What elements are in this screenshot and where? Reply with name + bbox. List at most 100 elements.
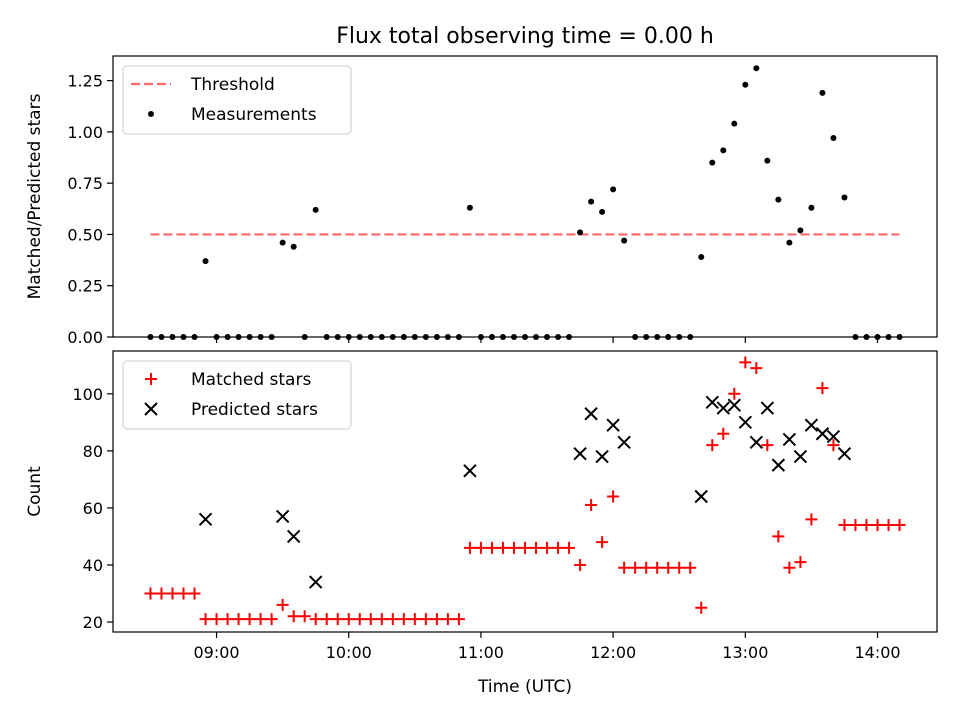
data-point (860, 519, 873, 532)
data-point (485, 541, 498, 554)
data-point (760, 401, 775, 415)
data-point (577, 229, 584, 236)
data-point (739, 356, 752, 369)
y-tick-label: 60 (83, 499, 103, 518)
data-point (826, 429, 841, 444)
data-point (463, 464, 477, 478)
data-point (552, 541, 565, 554)
data-point (793, 449, 808, 464)
data-point (882, 519, 895, 532)
data-point (618, 561, 631, 574)
data-point (320, 613, 333, 626)
legend: Matched stars Predicted stars (122, 360, 352, 430)
data-point (232, 613, 245, 626)
data-point (585, 499, 598, 512)
data-point (786, 239, 793, 246)
legend-marker (145, 373, 157, 385)
legend-label: Measurements (191, 105, 317, 125)
data-point (574, 558, 587, 571)
data-point (275, 509, 290, 524)
data-point (629, 561, 642, 574)
data-point (783, 561, 796, 574)
y-axis-label: Matched/Predicted stars (25, 93, 45, 299)
data-point (286, 529, 301, 544)
data-point (430, 613, 443, 626)
legend: Threshold Measurements (122, 65, 352, 135)
data-point (797, 227, 804, 234)
y-tick-label: 80 (83, 442, 103, 461)
data-point (595, 449, 609, 464)
data-point (782, 432, 797, 447)
data-point (342, 613, 355, 626)
data-point (353, 613, 366, 626)
data-point (610, 186, 617, 193)
y-tick-label: 100 (72, 385, 103, 404)
data-point (397, 613, 410, 626)
data-point (588, 198, 595, 205)
data-point (827, 439, 840, 452)
data-point (364, 613, 377, 626)
data-point (563, 541, 576, 554)
data-point (815, 427, 830, 441)
legend-label: Threshold (190, 75, 275, 95)
data-point (727, 398, 742, 412)
data-point (496, 541, 509, 554)
data-point (720, 147, 727, 154)
y-tick-label: 40 (83, 556, 103, 575)
y-axis-label: Count (25, 466, 45, 517)
data-point (573, 446, 587, 461)
data-point (441, 613, 454, 626)
data-point (375, 613, 388, 626)
data-point (530, 541, 543, 554)
data-point (144, 587, 157, 600)
data-point (764, 157, 771, 164)
x-axis-label: Time (UTC) (477, 677, 572, 697)
data-point (750, 362, 763, 375)
data-point (830, 135, 837, 142)
data-point (312, 206, 319, 213)
plot-frame (112, 350, 938, 633)
data-point (871, 519, 884, 532)
data-point (838, 519, 851, 532)
data-point (287, 610, 300, 623)
data-point (265, 613, 278, 626)
data-point (419, 613, 432, 626)
data-point (841, 194, 848, 201)
data-point (617, 435, 631, 449)
data-point (694, 489, 708, 504)
legend-box (122, 65, 352, 135)
x-tick-label: 14:00 (854, 643, 900, 662)
data-point (279, 239, 286, 246)
y-tick-label: 0.50 (67, 225, 103, 244)
data-point (772, 530, 785, 543)
data-point (221, 613, 234, 626)
data-point (731, 120, 738, 127)
data-point (408, 613, 421, 626)
y-tick-label: 0.75 (67, 174, 103, 193)
data-point (837, 446, 852, 461)
legend-marker (144, 402, 158, 416)
y-tick-label: 1.00 (67, 123, 103, 142)
data-point (507, 541, 520, 554)
y-tick-label: 20 (83, 613, 103, 632)
data-point (698, 254, 705, 261)
data-point (684, 561, 697, 574)
data-point (166, 587, 179, 600)
y-tick-label: 0.25 (67, 277, 103, 296)
x-tick-label: 12:00 (590, 643, 636, 662)
data-point (808, 204, 815, 211)
legend-label: Matched stars (191, 370, 311, 390)
data-point (474, 541, 487, 554)
data-point (738, 415, 753, 430)
data-point (705, 395, 719, 410)
data-point (188, 587, 201, 600)
data-point (816, 382, 829, 395)
data-point (463, 541, 476, 554)
x-tick-label: 09:00 (193, 643, 239, 662)
legend-box (122, 360, 352, 430)
x-tick-label: 13:00 (722, 643, 768, 662)
ratio-panel: 0.00 0.25 0.50 0.75 1.00 1.25 Matched/Predicte… (25, 55, 938, 347)
data-point (717, 427, 730, 440)
data-point (298, 610, 311, 623)
data-point (452, 613, 465, 626)
